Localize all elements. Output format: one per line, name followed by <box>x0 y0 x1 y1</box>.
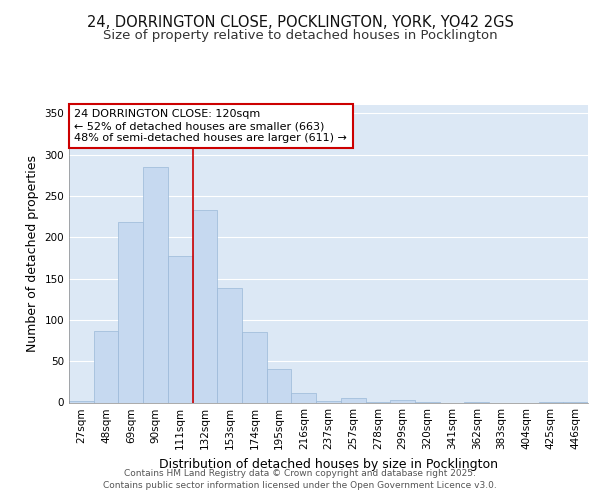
X-axis label: Distribution of detached houses by size in Pocklington: Distribution of detached houses by size … <box>159 458 498 471</box>
Text: Contains HM Land Registry data © Crown copyright and database right 2025.: Contains HM Land Registry data © Crown c… <box>124 470 476 478</box>
Bar <box>94 332 118 402</box>
Text: 24, DORRINGTON CLOSE, POCKLINGTON, YORK, YO42 2GS: 24, DORRINGTON CLOSE, POCKLINGTON, YORK,… <box>86 15 514 30</box>
Text: Size of property relative to detached houses in Pocklington: Size of property relative to detached ho… <box>103 30 497 43</box>
Text: 24 DORRINGTON CLOSE: 120sqm
← 52% of detached houses are smaller (663)
48% of se: 24 DORRINGTON CLOSE: 120sqm ← 52% of det… <box>74 110 347 142</box>
Bar <box>69 401 94 402</box>
Bar <box>292 394 316 402</box>
Bar <box>316 401 341 402</box>
Bar <box>217 288 242 403</box>
Text: Contains public sector information licensed under the Open Government Licence v3: Contains public sector information licen… <box>103 480 497 490</box>
Bar <box>341 398 365 402</box>
Bar <box>118 222 143 402</box>
Bar <box>193 210 217 402</box>
Bar <box>143 167 168 402</box>
Bar <box>168 256 193 402</box>
Bar <box>390 400 415 402</box>
Bar <box>242 332 267 402</box>
Y-axis label: Number of detached properties: Number of detached properties <box>26 155 39 352</box>
Bar <box>267 370 292 402</box>
